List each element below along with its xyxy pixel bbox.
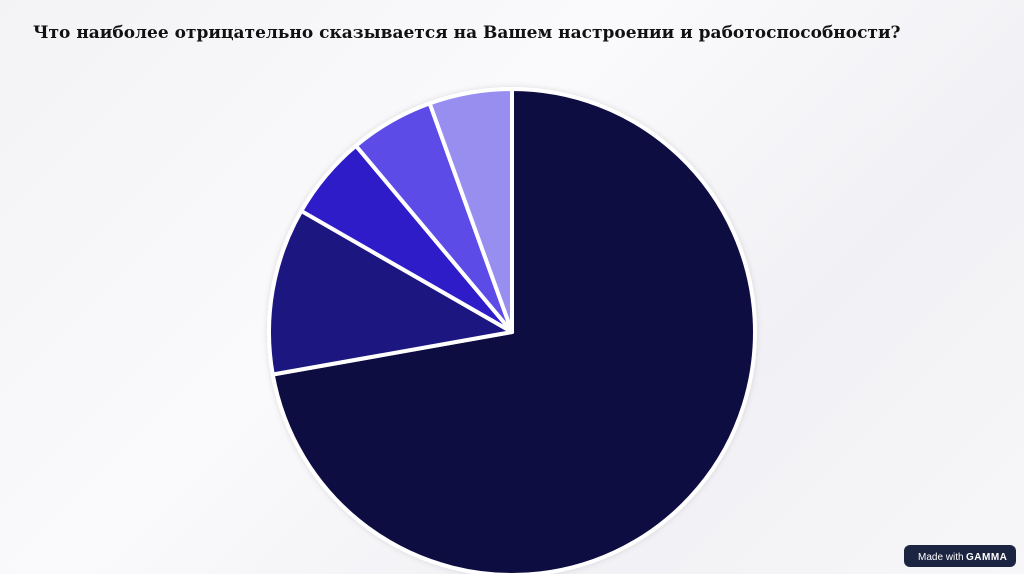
pie-slice — [267, 208, 514, 377]
pie-slice — [427, 87, 514, 334]
badge-brand: GAMMA — [966, 552, 1007, 563]
chart-title: Что наиболее отрицательно сказывается на… — [33, 23, 901, 43]
pie — [267, 87, 757, 574]
made-with-badge[interactable]: Made with GAMMA — [904, 545, 1016, 567]
badge-bg — [904, 545, 1016, 567]
badge-text: Made with — [918, 552, 964, 563]
